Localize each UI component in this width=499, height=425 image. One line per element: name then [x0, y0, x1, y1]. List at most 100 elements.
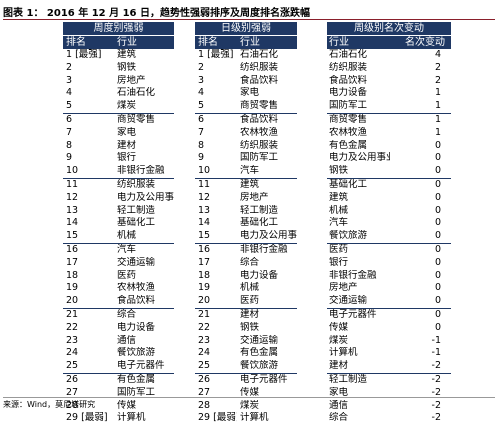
industry-cell: 传媒	[329, 321, 349, 333]
table-row: 家电 -2	[327, 387, 451, 400]
rank-cell: 13	[198, 204, 211, 216]
rank-change-cell: -2	[431, 360, 441, 372]
rank-cell: 29 [最弱]	[66, 412, 108, 424]
rank-cell: 20	[198, 295, 211, 307]
table-row: 纺织服装 2	[327, 62, 451, 75]
header-rank: 排名	[66, 37, 86, 48]
table-row: 21 综合	[63, 307, 174, 322]
table-row: 5 商贸零售	[195, 100, 297, 113]
table-row: 26 有色金属	[63, 372, 174, 387]
table-row: 4 家电	[195, 87, 297, 100]
rank-cell: 3	[66, 74, 73, 86]
industry-cell: 国防军工	[329, 100, 368, 112]
table-row: 商贸零售 1	[327, 112, 451, 127]
table-row: 24 有色金属	[195, 347, 297, 360]
source-note: 来源：Wind，莫尼塔研究	[3, 400, 96, 409]
rank-change-cell: 2	[434, 61, 441, 73]
industry-cell: 家电	[329, 386, 349, 398]
table-row: 14 基础化工	[195, 217, 297, 230]
industry-cell: 家电	[240, 87, 260, 99]
rank-cell: 21	[66, 308, 79, 320]
rank-change-cell: 1	[434, 87, 441, 99]
table-header: 排名 行业	[63, 35, 174, 49]
rank-cell: 9	[66, 152, 73, 164]
table-row: 6 商贸零售	[63, 112, 174, 127]
table-row: 11 建筑	[195, 177, 297, 192]
industry-cell: 基础化工	[117, 217, 156, 229]
table-row: 国防军工 1	[327, 100, 451, 113]
industry-cell: 家电	[117, 126, 137, 138]
industry-cell: 计算机	[329, 347, 358, 359]
rank-cell: 8	[198, 139, 205, 151]
figure-title: 图表 1： 2016 年 12 月 16 日，趋势性强弱排序及周度排名涨跌幅	[3, 8, 310, 19]
table-row: 27 传媒	[195, 387, 297, 400]
industry-cell: 电力设备	[240, 269, 279, 281]
rank-change-cell: 0	[434, 308, 441, 320]
table-row: 13 轻工制造	[195, 205, 297, 218]
table-row: 3 食品饮料	[195, 75, 297, 88]
industry-cell: 钢铁	[117, 61, 137, 73]
industry-cell: 农林牧渔	[117, 282, 156, 294]
table-row: 19 机械	[195, 282, 297, 295]
rank-cell: 15	[66, 230, 79, 242]
industry-cell: 非银行金融	[329, 269, 377, 281]
rank-change-cell: -2	[431, 412, 441, 424]
industry-cell: 房地产	[117, 74, 146, 86]
header-industry: 行业	[117, 37, 137, 48]
table-row: 7 家电	[63, 127, 174, 140]
rank-cell: 18	[66, 269, 79, 281]
rank-cell: 27	[66, 386, 79, 398]
table-row: 13 轻工制造	[63, 205, 174, 218]
industry-cell: 钢铁	[329, 165, 349, 177]
industry-cell: 石油石化	[117, 87, 156, 99]
rank-cell: 13	[66, 204, 79, 216]
table-row: 3 房地产	[63, 75, 174, 88]
table-row: 餐饮旅游 0	[327, 230, 451, 243]
rank-cell: 6	[198, 113, 205, 125]
table-row: 25 电子元器件	[63, 360, 174, 373]
industry-cell: 商贸零售	[329, 113, 368, 125]
table-row: 16 汽车	[63, 242, 174, 257]
industry-cell: 传媒	[240, 386, 260, 398]
rank-cell: 26	[198, 373, 211, 385]
industry-cell: 汽车	[329, 217, 349, 229]
table-row: 10 汽车	[195, 165, 297, 178]
table-row: 19 农林牧渔	[63, 282, 174, 295]
rank-cell: 5	[198, 100, 205, 112]
table-row: 21 建材	[195, 307, 297, 322]
table-row: 汽车 0	[327, 217, 451, 230]
rank-change-cell: -2	[431, 373, 441, 385]
table-row: 电力设备 1	[327, 87, 451, 100]
industry-cell: 建材	[329, 360, 349, 372]
industry-cell: 交通运输	[117, 256, 156, 268]
industry-cell: 通信	[329, 399, 349, 411]
rank-cell: 7	[66, 126, 73, 138]
industry-cell: 银行	[117, 152, 137, 164]
table-row: 16 非银行金融	[195, 242, 297, 257]
table-row: 5 煤炭	[63, 100, 174, 113]
table-row: 28 传媒	[63, 400, 174, 413]
table-row: 23 通信	[63, 335, 174, 348]
rank-cell: 2	[198, 61, 205, 73]
table-row: 传媒 0	[327, 322, 451, 335]
rank-cell: 4	[198, 87, 205, 99]
industry-cell: 餐饮旅游	[329, 230, 368, 242]
table-row: 20 食品饮料	[63, 295, 174, 308]
industry-cell: 纺织服装	[240, 61, 279, 73]
rank-change-cell: 1	[434, 100, 441, 112]
table-row: 煤炭 -1	[327, 335, 451, 348]
table-row: 18 电力设备	[195, 270, 297, 283]
industry-cell: 电力及公用事业	[240, 230, 297, 242]
rank-cell: 15	[198, 230, 211, 242]
table-row: 23 交通运输	[195, 335, 297, 348]
industry-cell: 纺织服装	[329, 61, 368, 73]
rank-change-cell: 0	[434, 243, 441, 255]
header-industry: 行业	[329, 37, 349, 48]
rank-cell: 1 [最强]	[198, 49, 234, 60]
industry-cell: 电子元器件	[117, 360, 165, 372]
rank-change-cell: 0	[434, 282, 441, 294]
rank-cell: 12	[198, 191, 211, 203]
rank-change-cell: 0	[434, 269, 441, 281]
rank-change-cell: 0	[434, 217, 441, 229]
rank-cell: 3	[198, 74, 205, 86]
